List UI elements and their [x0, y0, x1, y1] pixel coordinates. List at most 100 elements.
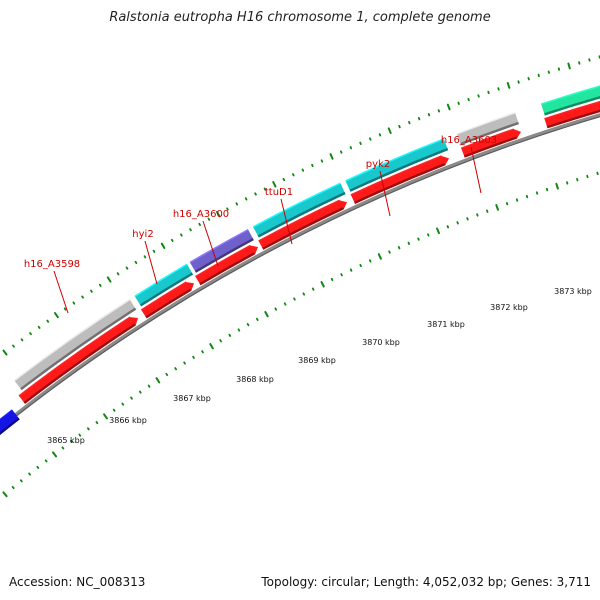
ruler-tick: [134, 260, 138, 265]
ruler-tick: [53, 312, 59, 319]
ruler-tick: [274, 307, 278, 311]
gene-feature: [14, 299, 137, 391]
gene-feature-highlight: [189, 228, 249, 264]
gene-feature-highlight: [540, 85, 600, 105]
gene-label: hyi2: [132, 229, 153, 240]
ruler-tick: [476, 213, 479, 217]
gene-feature-highlight: [13, 298, 131, 382]
scale-label: 3869 kbp: [298, 356, 336, 365]
ruler-tick: [112, 408, 116, 412]
ruler-tick: [147, 384, 151, 388]
ruler-tick: [152, 249, 156, 253]
ruler-tick: [160, 242, 166, 249]
cds-feature-shade: [546, 109, 600, 129]
ruler-tick: [495, 204, 500, 211]
ruler-tick: [320, 159, 324, 163]
ruler-tick: [237, 328, 241, 332]
ruler-tick: [437, 109, 441, 113]
gene-feature-shade: [194, 238, 254, 273]
ruler-tick: [555, 182, 559, 190]
gene-feature-shade: [349, 147, 449, 192]
ruler-tick: [283, 302, 287, 306]
gene-feature-highlight: [345, 138, 445, 182]
gene-feature-highlight: [0, 409, 13, 421]
scale-label: 3870 kbp: [362, 338, 400, 347]
cds-feature: [350, 155, 449, 204]
ruler-tick: [189, 228, 192, 232]
gene-feature-highlight: [134, 263, 188, 297]
cds-feature-highlight: [544, 100, 600, 120]
ruler-tick: [320, 281, 325, 288]
ruler-tick: [359, 141, 362, 145]
ruler-tick: [387, 127, 392, 135]
ruler-tick: [130, 396, 133, 400]
leader-line: [280, 198, 293, 245]
ruler-tick: [272, 181, 277, 188]
scale-label: 3867 kbp: [173, 394, 211, 403]
accession-text: Accession: NC_008313: [9, 575, 146, 589]
ruler-tick: [72, 301, 76, 305]
cds-feature: [544, 101, 600, 129]
ruler-tick: [103, 413, 108, 420]
ruler-tick: [427, 233, 430, 237]
ruler-tick: [28, 472, 31, 476]
cds-feature: [18, 317, 138, 404]
scale-label: 3872 kbp: [490, 303, 528, 312]
ruler-tick: [98, 283, 102, 287]
cds-feature: [461, 129, 521, 158]
leader-line: [379, 170, 391, 217]
ruler-tick: [263, 187, 267, 191]
ruler-tick: [165, 372, 169, 377]
gene-feature-shade: [257, 191, 346, 238]
ruler-tick: [515, 198, 519, 202]
ruler-tick: [180, 233, 183, 237]
cds-feature-highlight: [195, 244, 251, 278]
ruler-tick: [339, 150, 343, 154]
ruler-tick: [311, 163, 314, 168]
ruler-tick: [192, 355, 195, 359]
ruler-tick: [446, 225, 450, 229]
ruler-tick: [198, 222, 201, 227]
ruler-tick: [369, 137, 372, 141]
gene-label: pyk2: [366, 159, 390, 170]
backbone-shadow: [0, 116, 600, 430]
cds-feature-shade: [354, 163, 446, 204]
ruler-tick: [86, 427, 90, 431]
ruler-tick: [201, 350, 204, 354]
ruler-tick: [378, 133, 382, 137]
gene-feature: [345, 138, 449, 192]
ruler-tick: [301, 168, 305, 172]
ruler-tick: [398, 124, 401, 129]
scale-label: 3865 kbp: [47, 436, 85, 445]
ruler-tick: [226, 207, 229, 211]
cds-feature-shade: [463, 136, 517, 158]
ruler-tick: [2, 349, 8, 356]
ruler-tick: [19, 479, 23, 483]
ruler-tick: [487, 90, 490, 95]
scale-label: 3868 kbp: [236, 375, 274, 384]
ruler-tick: [246, 323, 250, 327]
ruler-tick: [302, 292, 306, 296]
ruler-tick: [359, 263, 362, 268]
cds-feature-highlight: [258, 199, 340, 242]
ruler-tick: [567, 62, 571, 70]
ruler-tick: [457, 101, 460, 105]
ruler-tick: [292, 173, 295, 177]
scale-label: 3873 kbp: [554, 287, 592, 296]
ruler-tick: [69, 439, 73, 444]
ruler-tick: [349, 268, 353, 272]
map-title: Ralstonia eutropha H16 chromosome 1, com…: [109, 10, 491, 25]
ruler-tick: [407, 241, 411, 245]
ruler-tick: [20, 338, 24, 342]
ruler-tick: [215, 210, 221, 218]
ruler-tick: [44, 459, 48, 463]
leader-line: [202, 220, 219, 267]
ruler-tick: [95, 421, 99, 425]
ruler-tick: [228, 333, 232, 337]
ruler-tick: [525, 194, 529, 199]
ruler-tick: [12, 344, 15, 348]
gene-label: h16_A3600: [173, 209, 229, 220]
gene-feature: [456, 112, 519, 146]
ruler-tick: [535, 191, 539, 195]
